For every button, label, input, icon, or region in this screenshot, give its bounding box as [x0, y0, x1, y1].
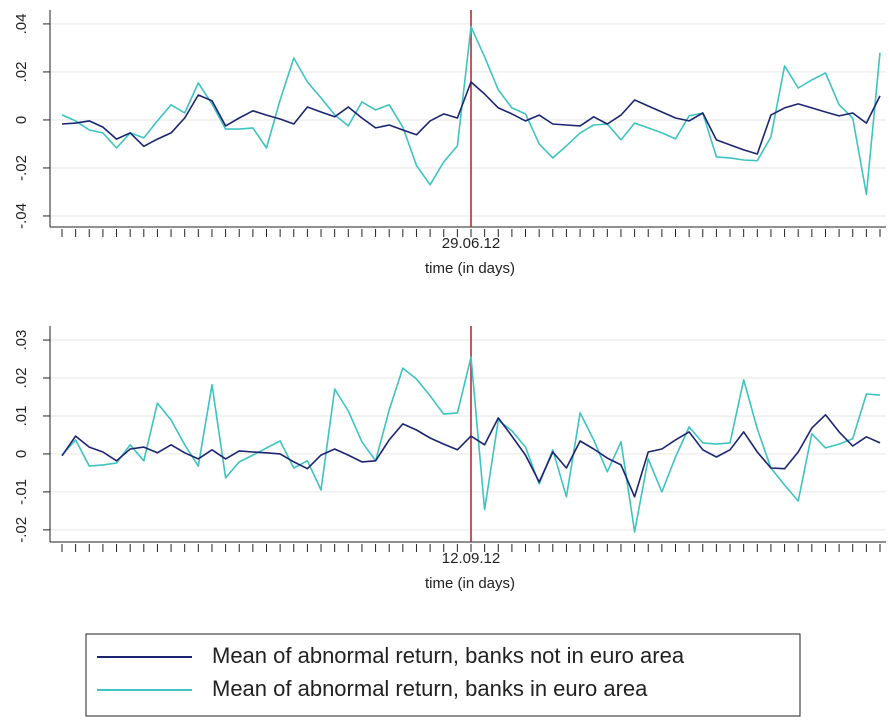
y-tick-label: .02: [13, 368, 30, 389]
y-tick-label: -.04: [13, 203, 30, 229]
x-tick-label: 29.06.12: [442, 235, 500, 252]
legend-label: Mean of abnormal return, banks in euro a…: [212, 676, 648, 701]
y-tick-label: 0: [13, 450, 30, 458]
y-tick-label: -.02: [13, 155, 30, 181]
y-tick-label: .02: [13, 62, 30, 83]
x-axis-label: time (in days): [425, 260, 515, 277]
y-tick-label: -.01: [13, 479, 30, 505]
y-tick-label: -.02: [13, 517, 30, 543]
legend-box: [85, 633, 801, 717]
legend-label: Mean of abnormal return, banks not in eu…: [212, 643, 685, 668]
y-tick-label: .01: [13, 406, 30, 427]
y-tick-label: 0: [13, 116, 30, 124]
data-line: [61, 414, 881, 498]
data-line: [61, 356, 881, 533]
y-tick-label: .04: [13, 13, 30, 34]
data-line: [61, 81, 881, 155]
data-line: [61, 26, 881, 196]
x-axis-label: time (in days): [425, 575, 515, 592]
y-tick-label: .03: [13, 330, 30, 351]
x-tick-label: 12.09.12: [442, 550, 500, 567]
